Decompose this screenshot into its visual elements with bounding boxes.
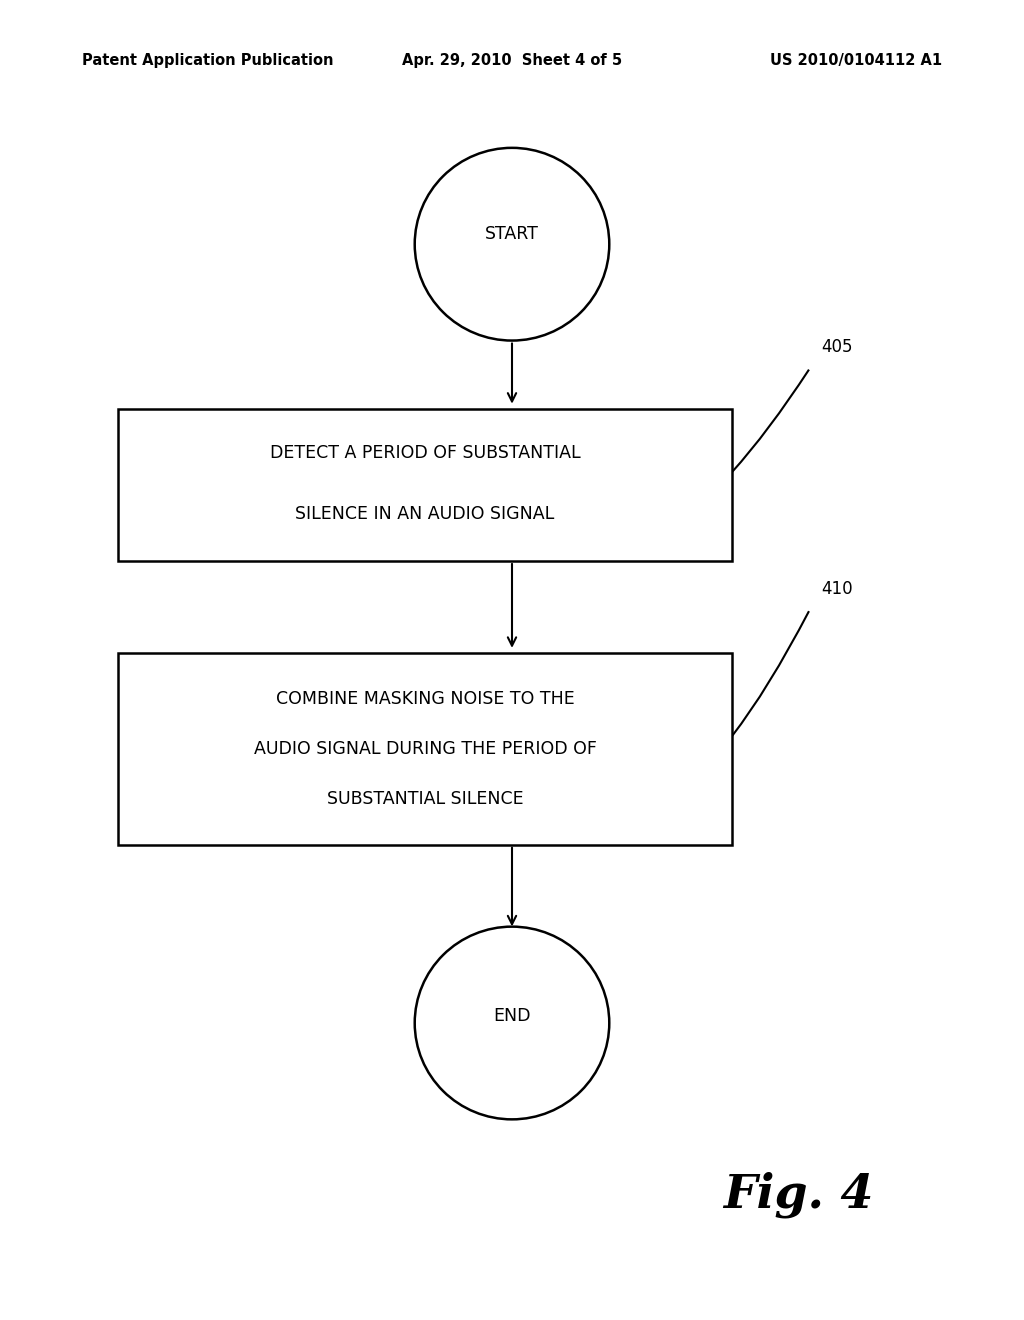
- Text: COMBINE MASKING NOISE TO THE: COMBINE MASKING NOISE TO THE: [275, 690, 574, 708]
- Text: AUDIO SIGNAL DURING THE PERIOD OF: AUDIO SIGNAL DURING THE PERIOD OF: [254, 741, 596, 758]
- Text: END: END: [494, 1007, 530, 1026]
- Text: Fig. 4: Fig. 4: [724, 1171, 873, 1218]
- Text: Patent Application Publication: Patent Application Publication: [82, 53, 334, 67]
- Bar: [118, 653, 732, 845]
- Text: Apr. 29, 2010  Sheet 4 of 5: Apr. 29, 2010 Sheet 4 of 5: [402, 53, 622, 67]
- Text: 405: 405: [821, 338, 853, 356]
- Text: SUBSTANTIAL SILENCE: SUBSTANTIAL SILENCE: [327, 791, 523, 808]
- Text: 410: 410: [821, 579, 853, 598]
- Text: SILENCE IN AN AUDIO SIGNAL: SILENCE IN AN AUDIO SIGNAL: [295, 506, 555, 523]
- Text: DETECT A PERIOD OF SUBSTANTIAL: DETECT A PERIOD OF SUBSTANTIAL: [269, 445, 581, 462]
- Text: START: START: [485, 224, 539, 243]
- Text: US 2010/0104112 A1: US 2010/0104112 A1: [770, 53, 942, 67]
- Bar: [118, 409, 732, 561]
